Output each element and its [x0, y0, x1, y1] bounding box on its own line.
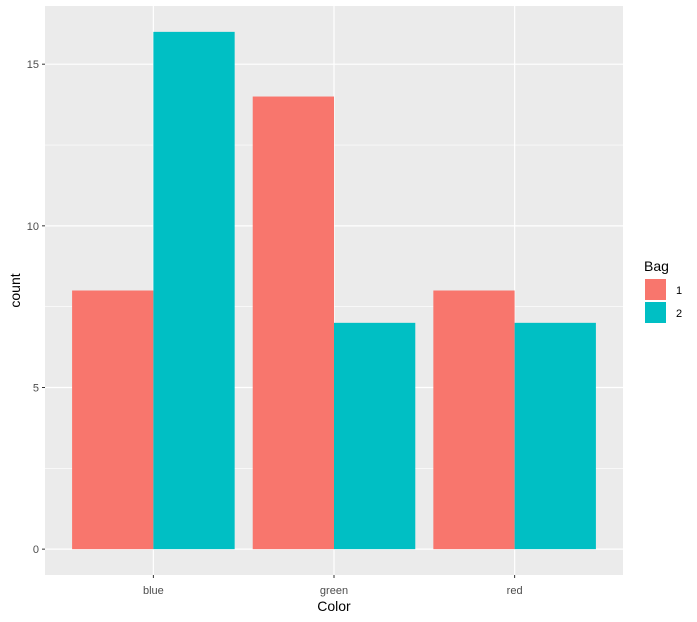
bar-blue-bag-1: [72, 290, 154, 550]
y-tick-label: 5: [33, 382, 39, 394]
bars: [72, 31, 596, 550]
legend-key-2: [645, 302, 666, 323]
y-axis-title: count: [7, 273, 23, 307]
y-tick-label: 10: [27, 221, 39, 233]
y-tick-label: 0: [33, 544, 39, 556]
bar-green-bag-1: [252, 96, 334, 550]
x-axis: blue green red: [143, 575, 523, 597]
y-axis: 0 5 10 15: [27, 59, 45, 556]
y-tick-label: 15: [27, 59, 39, 71]
legend-label-2: 2: [676, 308, 682, 320]
legend-title: Bag: [644, 258, 669, 274]
legend-key-1: [645, 279, 666, 300]
legend: Bag 1 2: [644, 258, 682, 323]
bar-red-bag-2: [514, 322, 596, 550]
x-axis-title: Color: [317, 598, 351, 614]
legend-label-1: 1: [676, 285, 682, 297]
x-tick-label: blue: [143, 585, 164, 597]
bar-blue-bag-2: [153, 31, 235, 550]
x-tick-label: red: [507, 585, 523, 597]
x-tick-label: green: [320, 585, 348, 597]
bar-green-bag-2: [334, 322, 416, 550]
bar-red-bag-1: [433, 290, 515, 550]
